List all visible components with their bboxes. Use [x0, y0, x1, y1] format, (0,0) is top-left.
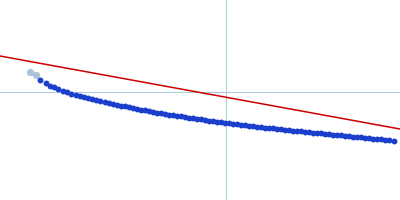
Point	[142, 109, 148, 112]
Point	[230, 122, 236, 125]
Point	[118, 104, 124, 107]
Point	[374, 137, 380, 141]
Point	[254, 125, 260, 128]
Point	[282, 128, 288, 131]
Point	[154, 111, 160, 114]
Point	[330, 133, 336, 136]
Point	[358, 136, 364, 139]
Point	[246, 124, 252, 127]
Point	[362, 136, 368, 139]
Point	[218, 121, 224, 124]
Point	[43, 82, 49, 85]
Point	[182, 115, 188, 119]
Point	[306, 131, 312, 134]
Point	[226, 122, 232, 125]
Point	[27, 70, 33, 74]
Point	[146, 109, 152, 113]
Point	[114, 103, 120, 106]
Point	[310, 131, 316, 134]
Point	[250, 125, 256, 128]
Point	[370, 137, 376, 140]
Point	[89, 98, 95, 101]
Point	[150, 110, 156, 113]
Point	[214, 120, 220, 123]
Point	[64, 91, 70, 94]
Point	[97, 100, 103, 103]
Point	[294, 129, 300, 133]
Point	[178, 115, 184, 118]
Point	[138, 108, 144, 111]
Point	[73, 93, 79, 97]
Point	[278, 128, 284, 131]
Point	[166, 113, 172, 116]
Point	[391, 139, 397, 142]
Point	[322, 132, 328, 135]
Point	[382, 138, 388, 141]
Point	[158, 112, 164, 115]
Point	[37, 78, 43, 82]
Point	[68, 92, 74, 95]
Point	[85, 97, 91, 100]
Point	[262, 126, 268, 129]
Point	[170, 114, 176, 117]
Point	[126, 106, 132, 109]
Point	[286, 129, 292, 132]
Point	[130, 106, 136, 110]
Point	[326, 133, 332, 136]
Point	[110, 102, 116, 106]
Point	[162, 112, 168, 116]
Point	[270, 127, 276, 130]
Point	[93, 99, 99, 102]
Point	[386, 139, 392, 142]
Point	[186, 116, 192, 119]
Point	[350, 135, 356, 138]
Point	[342, 134, 348, 137]
Point	[210, 120, 216, 123]
Point	[366, 137, 372, 140]
Point	[242, 124, 248, 127]
Point	[354, 135, 360, 139]
Point	[346, 135, 352, 138]
Point	[194, 117, 200, 120]
Point	[202, 118, 208, 122]
Point	[102, 101, 108, 104]
Point	[302, 130, 308, 133]
Point	[51, 86, 57, 89]
Point	[60, 89, 66, 92]
Point	[77, 95, 83, 98]
Point	[334, 133, 340, 137]
Point	[238, 123, 244, 126]
Point	[122, 105, 128, 108]
Point	[318, 132, 324, 135]
Point	[258, 126, 264, 129]
Point	[206, 119, 212, 122]
Point	[55, 88, 61, 91]
Point	[198, 118, 204, 121]
Point	[222, 121, 228, 124]
Point	[266, 126, 272, 130]
Point	[174, 114, 180, 117]
Point	[81, 96, 87, 99]
Point	[290, 129, 296, 132]
Point	[190, 117, 196, 120]
Point	[298, 130, 304, 133]
Point	[106, 102, 112, 105]
Point	[314, 131, 320, 135]
Point	[134, 107, 140, 110]
Point	[47, 84, 53, 87]
Point	[234, 123, 240, 126]
Point	[338, 134, 344, 137]
Point	[274, 127, 280, 131]
Point	[33, 73, 39, 77]
Point	[378, 138, 384, 141]
